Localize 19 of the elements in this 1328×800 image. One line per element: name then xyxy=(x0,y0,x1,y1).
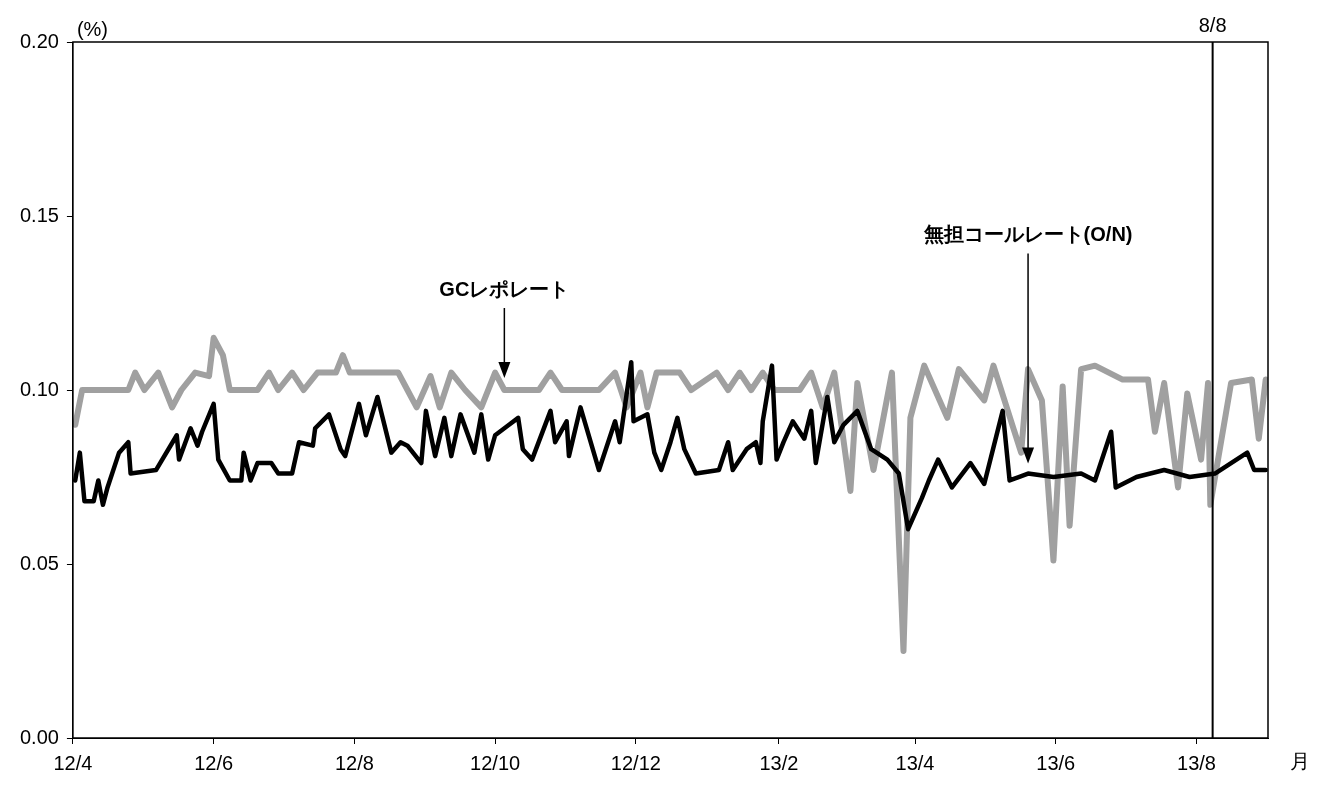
text: 無担コールレート(O/N) xyxy=(922,223,1133,246)
x-tick-label: 12/6 xyxy=(194,751,234,774)
y-axis-title: (%) xyxy=(76,17,109,40)
x-tick-label: 12/8 xyxy=(334,751,374,774)
y-tick-label: 0.05 xyxy=(19,551,59,574)
y-tick-label: 0.00 xyxy=(19,725,59,748)
y-tick-label: 0.10 xyxy=(19,377,59,400)
ref-line-label: 8/8 xyxy=(1198,13,1227,36)
x-axis-title: 月 xyxy=(1290,749,1310,772)
y-tick-label: 0.20 xyxy=(19,29,59,52)
x-tick-label: 12/12 xyxy=(610,751,661,774)
text: GCレポレート xyxy=(439,277,570,300)
x-tick-label: 13/8 xyxy=(1177,751,1216,774)
y-tick-label: 0.15 xyxy=(19,203,59,226)
x-tick-label: 12/10 xyxy=(470,751,521,774)
x-tick-label: 13/6 xyxy=(1036,751,1076,774)
x-tick-label: 13/2 xyxy=(759,751,799,774)
x-tick-label: 12/4 xyxy=(53,751,93,774)
x-tick-label: 13/4 xyxy=(895,751,935,774)
